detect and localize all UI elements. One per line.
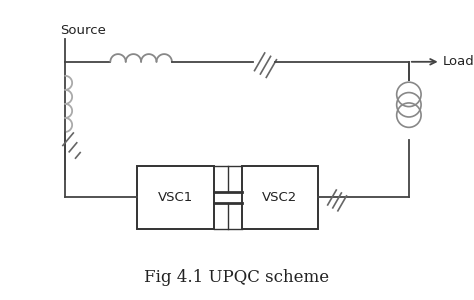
Bar — [242, 166, 319, 229]
Text: Source: Source — [61, 24, 107, 37]
Bar — [137, 166, 214, 229]
Text: Load: Load — [443, 55, 474, 68]
Text: VSC2: VSC2 — [262, 191, 298, 204]
Text: Fig 4.1 UPQC scheme: Fig 4.1 UPQC scheme — [145, 269, 329, 286]
Text: VSC1: VSC1 — [158, 191, 193, 204]
